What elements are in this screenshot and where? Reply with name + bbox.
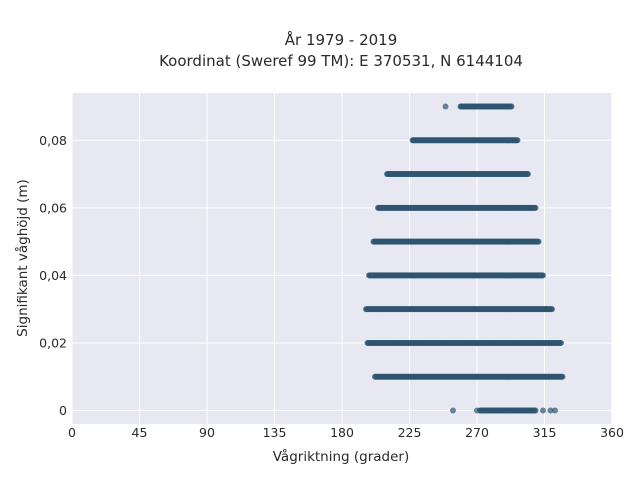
y-axis-label: Signifikant våghöjd (m) — [14, 179, 31, 337]
y-tick-label: 0,02 — [39, 335, 67, 350]
band-0 — [450, 407, 558, 414]
data-point — [474, 407, 480, 414]
x-tick-label: 180 — [330, 425, 354, 440]
band-0.04 — [366, 272, 546, 279]
x-tick-label: 315 — [533, 425, 557, 440]
data-point — [535, 238, 542, 245]
data-point — [540, 272, 546, 279]
x-tick-label: 135 — [263, 425, 287, 440]
data-point — [547, 407, 554, 414]
data-point — [532, 407, 539, 414]
data-point — [442, 103, 449, 110]
y-tick-label: 0,08 — [39, 133, 67, 148]
band-0.07 — [384, 171, 531, 178]
band-0.03 — [363, 306, 555, 313]
data-point — [450, 407, 456, 414]
chart-subtitle: Koordinat (Sweref 99 TM): E 370531, N 61… — [159, 52, 523, 70]
data-point — [540, 407, 546, 414]
data-points — [363, 103, 566, 414]
data-point — [514, 137, 521, 144]
x-tick-label: 225 — [398, 425, 422, 440]
band-0.05 — [370, 238, 542, 245]
data-point — [532, 204, 539, 211]
data-point — [525, 171, 531, 178]
x-axis-label: Vågriktning (grader) — [273, 448, 410, 465]
chart-title: År 1979 - 2019 — [285, 30, 398, 49]
band-0.01 — [372, 373, 566, 380]
y-tick-label: 0,06 — [39, 200, 67, 215]
y-tick-label: 0 — [59, 403, 67, 418]
data-point — [558, 339, 564, 346]
x-tick-label: 270 — [465, 425, 489, 440]
band-0.06 — [375, 204, 539, 211]
band-0.08 — [409, 137, 521, 144]
data-point — [559, 373, 566, 380]
data-point — [508, 103, 515, 110]
band-0.09 — [442, 103, 515, 110]
x-tick-label: 0 — [68, 425, 76, 440]
data-point — [478, 407, 485, 414]
data-point — [552, 407, 558, 414]
data-point — [549, 306, 555, 313]
y-tick-label: 0,04 — [39, 268, 67, 283]
x-tick-label: 45 — [132, 425, 148, 440]
x-tick-label: 90 — [199, 425, 215, 440]
band-0.02 — [364, 339, 564, 346]
x-tick-label: 360 — [600, 425, 624, 440]
x-axis-ticks: 0 45 90 135 180 225 270 315 360 — [68, 425, 624, 440]
y-axis-ticks: 0 0,02 0,04 0,06 0,08 — [39, 133, 67, 418]
